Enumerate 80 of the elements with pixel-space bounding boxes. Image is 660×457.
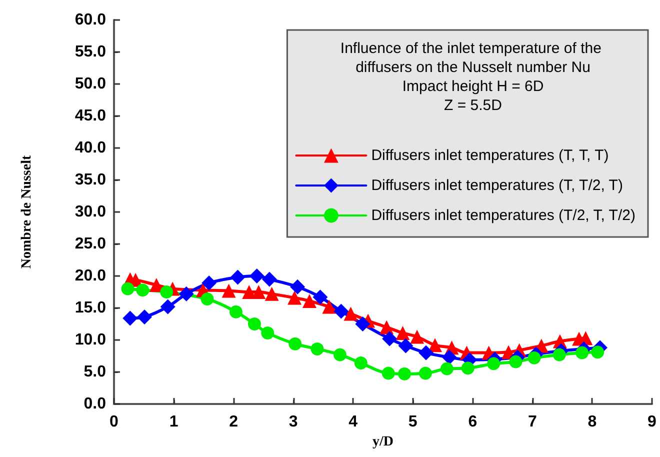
point [487,357,500,370]
point [440,362,454,376]
point [322,300,336,314]
y-tick-label: 25.0 [74,236,106,252]
point [248,318,261,330]
x-tick-label: 2 [229,414,238,430]
point [261,326,274,340]
y-tick-label: 15.0 [74,300,106,316]
text: Influence of the inlet temperature of the diffusers on the Nusselt number Nu [340,40,606,76]
point [302,294,316,308]
y-tick-label: 30.0 [74,204,106,220]
y-tick-label: 5.0 [84,364,106,380]
point [396,326,410,340]
point [354,356,368,370]
point [418,345,434,360]
annotation: Impact height H = 6D [402,78,544,95]
point [552,348,566,362]
point [355,316,370,332]
point [398,367,412,380]
point [310,342,324,356]
x-tick-label: 5 [408,414,418,430]
point [249,268,264,284]
point [382,366,395,380]
point [344,306,358,321]
point [200,292,214,306]
point [576,346,589,360]
point [461,362,474,375]
y-tick-label: 50.0 [74,76,106,92]
point [202,276,217,291]
y-axis-title: Nombre de Nusselt [20,155,34,269]
x-tick-label: 4 [348,414,358,430]
point [136,284,150,297]
point [528,351,541,364]
y-tick-label: 35.0 [74,172,106,188]
x-tick-label: 1 [169,414,178,430]
point [410,330,424,344]
point [178,286,194,302]
x-axis-title: y/D [372,434,394,450]
y-tick-label: 55.0 [74,44,106,60]
legend-label: Diffusers inlet temperatures (T/2, T, T/2) [371,207,636,224]
x-tick-label: 6 [468,414,478,430]
point [264,286,279,301]
point [136,309,152,324]
point [442,350,457,365]
point [334,304,349,319]
point [290,279,306,294]
y-tick-label: 20.0 [74,268,106,284]
point [229,305,242,318]
point [149,278,164,292]
point [312,290,328,305]
y-tick-label: 60.0 [74,12,106,28]
y-tick-label: 0.0 [84,396,106,412]
point [160,286,174,298]
x-tick-label: 7 [528,414,537,430]
legend-label: Diffusers inlet temperatures (T, T, T) [371,147,609,164]
point [122,310,138,326]
point [398,338,414,354]
point [262,272,277,287]
point [288,290,302,305]
x-tick-label: 8 [588,414,597,430]
point [230,270,246,285]
point [252,285,266,299]
annotation: Z = 5.5D [444,97,502,114]
y-tick-label: 40.0 [74,140,106,156]
point [591,346,604,359]
y-tick-label: 10.0 [74,332,106,348]
point [382,331,398,346]
point [121,282,134,296]
legend-label: Diffusers inlet temperatures (T, T/2, T) [371,177,623,194]
x-tick-label: 0 [110,414,119,430]
point [222,284,236,298]
y-tick-label: 45.0 [74,108,106,124]
x-tick-label: 3 [288,414,298,430]
point [288,337,302,350]
point [160,299,176,314]
point [428,338,442,352]
point [418,366,432,380]
x-tick-label: 9 [648,414,657,430]
point [333,348,346,362]
point [509,355,522,368]
